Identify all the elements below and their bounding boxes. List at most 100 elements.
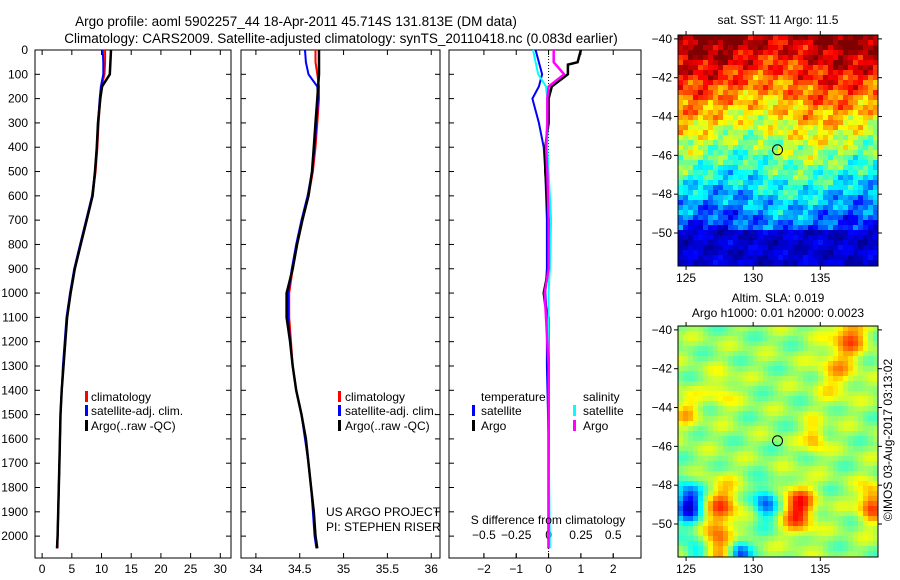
map-cell [858,461,863,466]
map-cell [818,331,823,336]
map-cell [763,511,768,516]
map-cell [858,486,863,491]
map-cell [828,496,833,501]
map-cell [863,165,868,170]
map-cell [763,120,768,125]
map-cell [788,65,793,70]
map-cell [713,220,718,225]
map-cell [868,150,873,155]
map-cell [683,516,688,521]
map-cell [748,521,753,526]
map-cell [808,396,813,401]
map-cell [728,441,733,446]
map-cell [868,516,873,521]
map-cell [763,175,768,180]
map-cell [688,110,693,115]
map-cell [758,346,763,351]
map-cell [723,175,728,180]
map-cell [738,135,743,140]
map-cell [798,235,803,240]
map-cell [808,341,813,346]
map-cell [703,436,708,441]
map-cell [843,531,848,536]
map-cell [688,90,693,95]
map-cell [748,476,753,481]
map-cell [718,65,723,70]
map-cell [723,55,728,60]
map-cell [838,190,843,195]
map-cell [818,436,823,441]
map-cell [853,336,858,341]
map-cell [748,185,753,190]
map-cell [823,160,828,165]
map-cell [718,501,723,506]
map-cell [828,541,833,546]
map-cell [773,260,778,265]
map-cell [738,326,743,331]
map-cell [718,175,723,180]
map-cell [753,75,758,80]
map-cell [693,230,698,235]
map-cell [693,381,698,386]
map-cell [718,361,723,366]
map-cell [733,170,738,175]
map-cell [863,210,868,215]
map-cell [693,225,698,230]
map-cell [688,466,693,471]
map-cell [783,411,788,416]
map-cell [848,351,853,356]
map-cell [843,160,848,165]
map-cell [833,486,838,491]
map-cell [753,441,758,446]
map-cell [703,501,708,506]
map-cell [778,40,783,45]
map-cell [758,356,763,361]
map-cell [843,551,848,556]
map-cell [703,230,708,235]
map-cell [833,115,838,120]
map-cell [803,95,808,100]
map-cell [768,35,773,40]
map-cell [848,326,853,331]
map-cell [858,396,863,401]
map-cell [678,100,683,105]
map-cell [793,531,798,536]
map-cell [858,60,863,65]
map-cell [683,346,688,351]
map-cell [833,155,838,160]
map-cell [828,95,833,100]
map-cell [713,45,718,50]
map-cell [853,431,858,436]
map-cell [843,230,848,235]
map-cell [703,481,708,486]
map-cell [683,446,688,451]
map-cell [813,406,818,411]
map-cell [873,331,878,336]
map-cell [723,411,728,416]
map-cell [838,55,843,60]
map-cell [713,466,718,471]
map-cell [853,190,858,195]
map-cell [738,486,743,491]
map-cell [773,396,778,401]
map-cell [818,200,823,205]
map-cell [688,326,693,331]
map-cell [688,95,693,100]
map-cell [718,205,723,210]
map-cell [793,436,798,441]
map-cell [828,451,833,456]
map-cell [693,75,698,80]
map-cell [683,471,688,476]
map-cell [698,45,703,50]
map-cell [778,250,783,255]
map-cell [768,190,773,195]
map-cell [708,366,713,371]
map-cell [693,100,698,105]
map-cell [708,60,713,65]
map-cell [693,130,698,135]
map-cell [773,361,778,366]
map-cell [808,431,813,436]
map-cell [803,531,808,536]
map-cell [823,531,828,536]
map-cell [738,361,743,366]
